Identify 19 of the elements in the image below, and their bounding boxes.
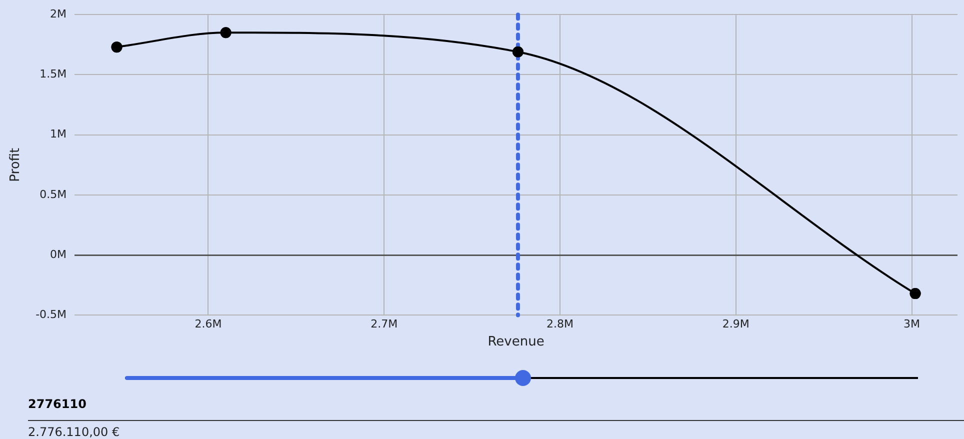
point (111, 42, 122, 53)
y-tick-label: 2M (50, 7, 67, 20)
y-tick-label: 1.5M (40, 68, 67, 81)
y-tick-label: 1M (50, 128, 67, 141)
point (910, 288, 921, 300)
text: 2776110 (28, 397, 86, 411)
x-tick-label: 2.8M (546, 318, 574, 331)
x-tick-label: 2.7M (370, 318, 398, 331)
y-tick-label: 0M (50, 248, 67, 261)
x-axis-title: Revenue (488, 334, 544, 350)
text: 2.776.110,00 € (28, 425, 120, 439)
x-tick-label: 3M (904, 318, 920, 331)
y-tick-label: -0.5M (36, 308, 67, 322)
x-tick-label: 2.6M (194, 318, 222, 331)
x-tick-label: 2.9M (722, 318, 750, 331)
point (512, 46, 524, 58)
y-tick-label: 0.5M (40, 188, 67, 201)
y-axis-title: Profit (8, 148, 24, 182)
point (220, 27, 232, 38)
